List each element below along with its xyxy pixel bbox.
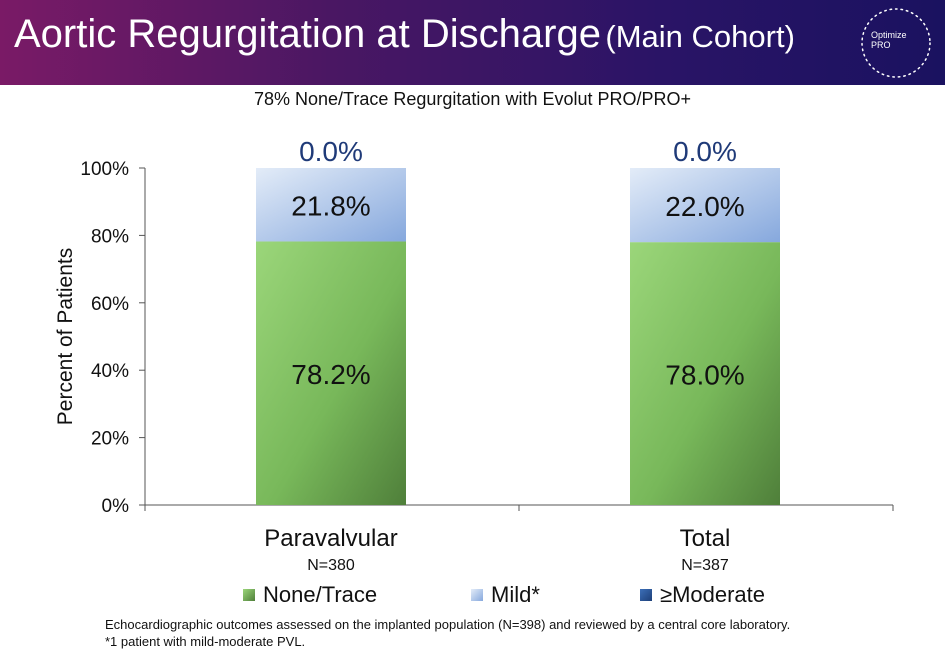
- legend-item-mild: Mild*: [471, 582, 540, 608]
- data-label: 0.0%: [673, 136, 737, 167]
- bar-segment-mild: [256, 168, 406, 242]
- title-subtitle: (Main Cohort): [605, 19, 795, 54]
- title-main: Aortic Regurgitation at Discharge: [14, 12, 601, 56]
- logo-dotted-circle-icon: [861, 8, 931, 78]
- y-tick-label: 80%: [91, 226, 129, 247]
- data-label: 21.8%: [291, 191, 370, 222]
- data-label: 78.2%: [291, 359, 370, 390]
- bar-segment-none-trace: [256, 241, 406, 505]
- bar-segment-mild: [630, 168, 780, 243]
- footnote-line2: *1 patient with mild-moderate PVL.: [105, 634, 306, 649]
- legend-label-mild: Mild*: [491, 582, 540, 607]
- header-banner: Aortic Regurgitation at Discharge (Main …: [0, 0, 945, 85]
- data-label: 22.0%: [665, 191, 744, 222]
- y-tick-label: 40%: [91, 361, 129, 382]
- data-label: 0.0%: [299, 136, 363, 167]
- logo-line1: Optimize: [871, 30, 907, 40]
- logo-text: Optimize PRO: [871, 30, 907, 50]
- x-category-sublabel: N=387: [681, 557, 729, 574]
- legend-label-moderate: ≥Moderate: [660, 582, 766, 607]
- logo-line2: PRO: [871, 40, 891, 50]
- y-tick-label: 0%: [102, 496, 130, 517]
- footnote-line1: Echocardiographic outcomes assessed on t…: [105, 617, 791, 632]
- chart-legend: None/Trace Mild* ≥Moderate: [0, 582, 945, 610]
- data-label: 78.0%: [665, 360, 744, 391]
- y-tick-label: 60%: [91, 294, 129, 315]
- legend-swatch-none-trace: [243, 589, 255, 601]
- x-category-label: Total: [680, 525, 731, 552]
- page-title: Aortic Regurgitation at Discharge (Main …: [14, 12, 795, 57]
- legend-swatch-moderate: [640, 589, 652, 601]
- chart-title: 78% None/Trace Regurgitation with Evolut…: [253, 89, 692, 109]
- footnote: Echocardiographic outcomes assessed on t…: [105, 616, 790, 650]
- bar-segment-none-trace: [630, 242, 780, 505]
- legend-label-none-trace: None/Trace: [263, 582, 378, 607]
- y-tick-label: 100%: [80, 159, 129, 180]
- legend-item-moderate: ≥Moderate: [640, 582, 765, 608]
- legend-swatch-mild: [471, 589, 483, 601]
- y-axis-label: Percent of Patients: [54, 248, 77, 425]
- y-tick-label: 20%: [91, 429, 129, 450]
- x-category-sublabel: N=380: [307, 557, 355, 574]
- x-category-label: Paravalvular: [264, 525, 397, 552]
- legend-item-none-trace: None/Trace: [243, 582, 377, 608]
